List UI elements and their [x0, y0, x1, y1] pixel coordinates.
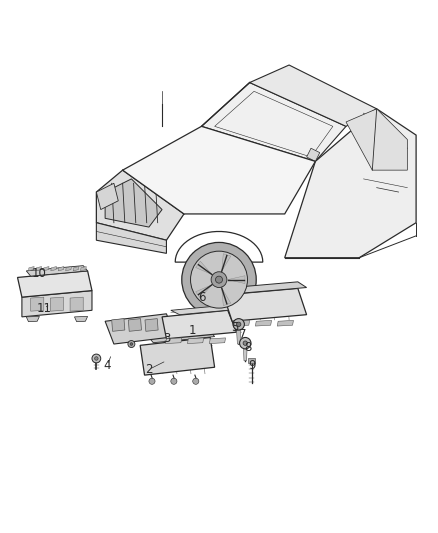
Polygon shape	[222, 288, 231, 305]
Circle shape	[130, 343, 133, 345]
Polygon shape	[51, 266, 57, 271]
Polygon shape	[26, 317, 39, 322]
Polygon shape	[50, 297, 64, 311]
Polygon shape	[81, 266, 86, 271]
Circle shape	[182, 243, 256, 317]
Text: 7: 7	[239, 328, 247, 341]
Polygon shape	[105, 179, 162, 227]
Polygon shape	[43, 266, 49, 271]
Polygon shape	[285, 109, 416, 258]
Circle shape	[128, 341, 135, 348]
Circle shape	[211, 272, 227, 287]
Polygon shape	[28, 266, 34, 271]
Circle shape	[240, 337, 251, 349]
Polygon shape	[36, 266, 42, 271]
Polygon shape	[70, 297, 83, 311]
Polygon shape	[26, 265, 88, 276]
Text: 5: 5	[231, 321, 238, 334]
Circle shape	[215, 276, 223, 283]
Polygon shape	[244, 349, 247, 361]
Polygon shape	[105, 314, 175, 344]
Polygon shape	[128, 319, 141, 332]
Text: 1: 1	[189, 324, 197, 336]
Circle shape	[243, 341, 247, 345]
Polygon shape	[31, 297, 44, 311]
Polygon shape	[248, 359, 255, 363]
Polygon shape	[196, 285, 212, 298]
Polygon shape	[74, 317, 88, 322]
Polygon shape	[255, 320, 272, 326]
Polygon shape	[58, 266, 64, 271]
Text: 10: 10	[32, 266, 47, 280]
Polygon shape	[209, 338, 226, 344]
Circle shape	[92, 354, 101, 363]
Polygon shape	[307, 148, 320, 161]
Circle shape	[149, 378, 155, 384]
Polygon shape	[149, 332, 215, 343]
Polygon shape	[237, 330, 241, 344]
Circle shape	[237, 322, 241, 327]
Circle shape	[191, 251, 247, 308]
Polygon shape	[187, 338, 204, 344]
Polygon shape	[233, 320, 250, 326]
Polygon shape	[250, 65, 377, 126]
Polygon shape	[123, 126, 315, 214]
Circle shape	[193, 378, 199, 384]
Polygon shape	[22, 290, 92, 317]
Polygon shape	[277, 320, 293, 326]
Polygon shape	[223, 288, 307, 321]
Polygon shape	[96, 183, 118, 209]
Polygon shape	[66, 266, 71, 271]
Text: 8: 8	[244, 341, 251, 354]
Circle shape	[171, 378, 177, 384]
Polygon shape	[166, 338, 182, 344]
Text: 6: 6	[198, 290, 205, 304]
Polygon shape	[162, 310, 237, 339]
Polygon shape	[196, 261, 212, 274]
Polygon shape	[201, 83, 346, 161]
Polygon shape	[96, 223, 166, 253]
Polygon shape	[18, 271, 92, 297]
Polygon shape	[73, 266, 79, 271]
Circle shape	[233, 319, 244, 330]
Polygon shape	[145, 319, 158, 332]
Polygon shape	[222, 254, 231, 271]
Polygon shape	[112, 319, 125, 332]
Polygon shape	[232, 282, 307, 293]
Text: 4: 4	[103, 359, 111, 372]
Text: 9: 9	[248, 359, 256, 372]
Circle shape	[95, 357, 98, 360]
Polygon shape	[346, 109, 407, 170]
Text: 2: 2	[145, 363, 153, 376]
Text: 11: 11	[36, 302, 51, 314]
Polygon shape	[171, 305, 237, 314]
Polygon shape	[140, 337, 215, 375]
Polygon shape	[96, 170, 184, 240]
Text: 3: 3	[163, 332, 170, 345]
Polygon shape	[228, 276, 245, 284]
